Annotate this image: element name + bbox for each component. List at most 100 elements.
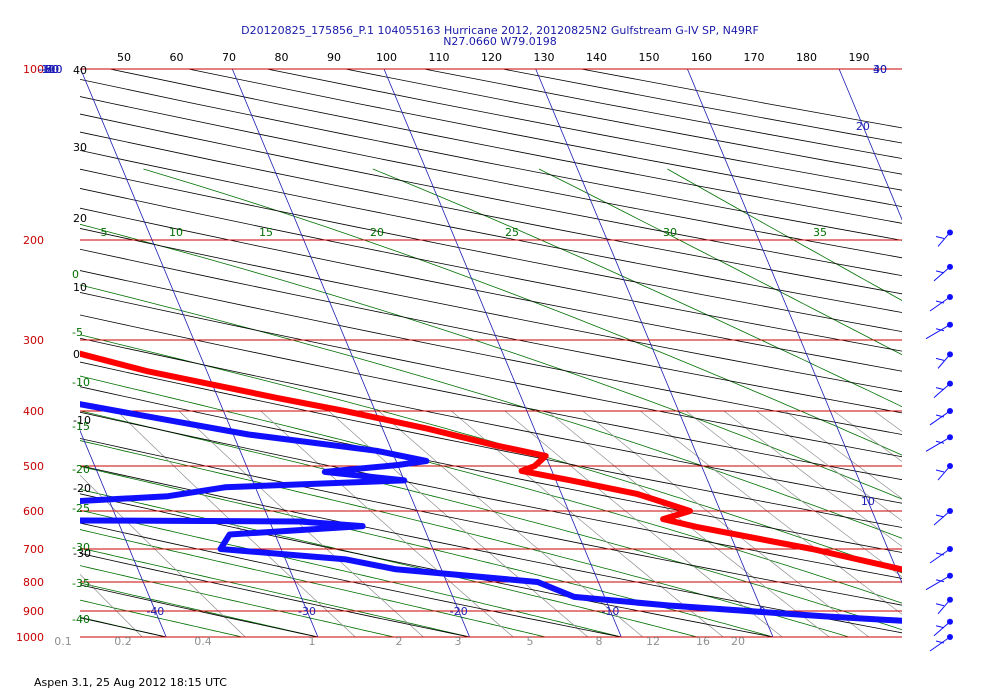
mixing-ratio-label: 3	[455, 635, 462, 648]
mixing-ratio-line	[378, 410, 644, 637]
moist-adiabat-line	[372, 168, 902, 408]
dry-adiabat-line	[80, 207, 902, 372]
wind-barb	[925, 575, 951, 591]
top-scale-tick-label: 90	[327, 51, 341, 64]
wind-barb	[933, 266, 951, 282]
dry-adiabat-line	[502, 69, 902, 144]
chart-title: D20120825_175856_P.1 104055163 Hurricane…	[241, 24, 759, 37]
dry-adiabat-line	[80, 188, 902, 352]
dry-adiabat-line	[0, 69, 15, 637]
dry-adiabat-line	[80, 522, 622, 637]
wind-barb	[933, 383, 951, 398]
moist-adiabat-line	[80, 488, 698, 637]
top-scale-tick-label: 110	[429, 51, 450, 64]
mixing-ratio-line	[80, 573, 143, 637]
moist-adiabat-line	[80, 565, 394, 637]
isotherm-line	[687, 69, 902, 584]
moist-adiabat-line	[80, 223, 902, 500]
isotherm-line	[991, 69, 1000, 637]
isotherm-line	[80, 429, 167, 637]
wind-barb	[929, 296, 951, 312]
pressure-tick-label: 400	[23, 405, 44, 418]
mixing-ratio-label: 8	[596, 635, 603, 648]
dry-adiabat-line	[80, 292, 902, 458]
moist-adiabat-line	[80, 334, 902, 574]
dry-adiabat-line	[80, 411, 902, 579]
dry-adiabat-label: 30	[73, 141, 87, 154]
moist-adiabat-line	[80, 410, 902, 631]
mixing-ratio-label: 0.2	[114, 635, 132, 648]
isotherm-label: 30	[873, 63, 887, 76]
dry-adiabat-line	[80, 584, 318, 637]
dry-adiabat-line	[80, 248, 902, 414]
top-scale-tick-label: 150	[639, 51, 660, 64]
wind-barb-tick	[935, 603, 945, 607]
top-scale-tick-label: 130	[534, 51, 555, 64]
top-scale-tick-label: 80	[275, 51, 289, 64]
top-scale-tick-label: 100	[376, 51, 397, 64]
moist-adiabat-line	[80, 509, 622, 637]
isotherm-label: -100	[38, 63, 63, 76]
isotherm-label: 40	[873, 63, 887, 76]
mixing-ratio-label: 1	[309, 635, 316, 648]
isotherm-line	[80, 69, 319, 637]
mixing-ratio-label: 5	[527, 635, 534, 648]
top-scale-tick-label: 50	[117, 51, 131, 64]
pressure-tick-label: 100	[23, 63, 44, 76]
mixing-ratio-label: 20	[731, 635, 745, 648]
dry-adiabat-line	[80, 228, 902, 393]
wind-barb-tick	[935, 387, 945, 391]
isotherm-label: -10	[601, 605, 619, 618]
dry-adiabat-line	[80, 552, 470, 637]
moist-adiabat-line	[80, 529, 546, 637]
wind-barb	[929, 636, 951, 652]
dry-adiabat-label: -10	[73, 414, 91, 427]
wind-barb-tick	[935, 640, 945, 644]
moist-adiabat-label: -35	[72, 577, 90, 590]
mixing-ratio-line	[909, 411, 1000, 637]
pressure-tick-label: 1000	[16, 631, 44, 644]
chart-location: N27.0660 W79.0198	[443, 35, 557, 48]
wind-barb	[929, 410, 951, 426]
mixing-ratio-line	[685, 410, 902, 578]
moist-adiabat-label: -10	[72, 376, 90, 389]
mixing-ratio-label: 2	[396, 635, 403, 648]
pressure-tick-label: 800	[23, 576, 44, 589]
wind-barb-tick	[935, 300, 945, 304]
mixing-ratio-line	[833, 410, 902, 462]
isotherm-label: 20	[856, 120, 870, 133]
wind-barb-tick	[935, 579, 945, 583]
footer-info: Aspen 3.1, 25 Aug 2012 18:15 UTC	[34, 676, 227, 689]
isotherm-label: -110	[38, 63, 63, 76]
mixing-ratio-label: 12	[646, 635, 660, 648]
moist-adiabat-label: 0	[72, 268, 79, 281]
dry-adiabats	[0, 69, 902, 637]
isotherm-line	[231, 69, 470, 637]
isotherm-label: -30	[298, 605, 316, 618]
moist-adiabat-label: 10	[169, 226, 183, 239]
moist-adiabat-label: -25	[72, 502, 90, 515]
wind-barb-tick	[935, 328, 945, 332]
pressure-tick-label: 900	[23, 605, 44, 618]
wind-barb-tick	[935, 235, 945, 239]
dry-adiabat-line	[424, 69, 902, 159]
wind-barb	[925, 436, 951, 452]
dewpoint-trace	[80, 401, 902, 624]
moist-adiabat-label: -30	[72, 541, 90, 554]
moist-adiabat-line	[667, 168, 902, 301]
top-scale-tick-label: 60	[170, 51, 184, 64]
isotherm-label: -90	[41, 63, 59, 76]
wind-barb-tick	[935, 514, 945, 518]
mixing-ratio-label: 0.4	[194, 635, 212, 648]
moist-adiabat-label: 30	[663, 226, 677, 239]
wind-barb	[925, 324, 951, 340]
pressure-tick-label: 500	[23, 460, 44, 473]
moist-adiabat-line	[80, 375, 902, 604]
top-scale-tick-label: 170	[744, 51, 765, 64]
moist-adiabat-line	[80, 547, 470, 637]
dry-adiabat-label: -30	[73, 547, 91, 560]
wind-barb	[933, 621, 951, 637]
moist-adiabat-line	[80, 440, 850, 637]
wind-barb-tick	[935, 552, 945, 556]
moist-adiabat-label: 25	[505, 226, 519, 239]
